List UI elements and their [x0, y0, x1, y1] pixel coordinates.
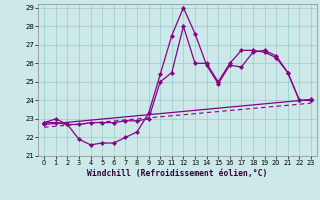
X-axis label: Windchill (Refroidissement éolien,°C): Windchill (Refroidissement éolien,°C): [87, 169, 268, 178]
